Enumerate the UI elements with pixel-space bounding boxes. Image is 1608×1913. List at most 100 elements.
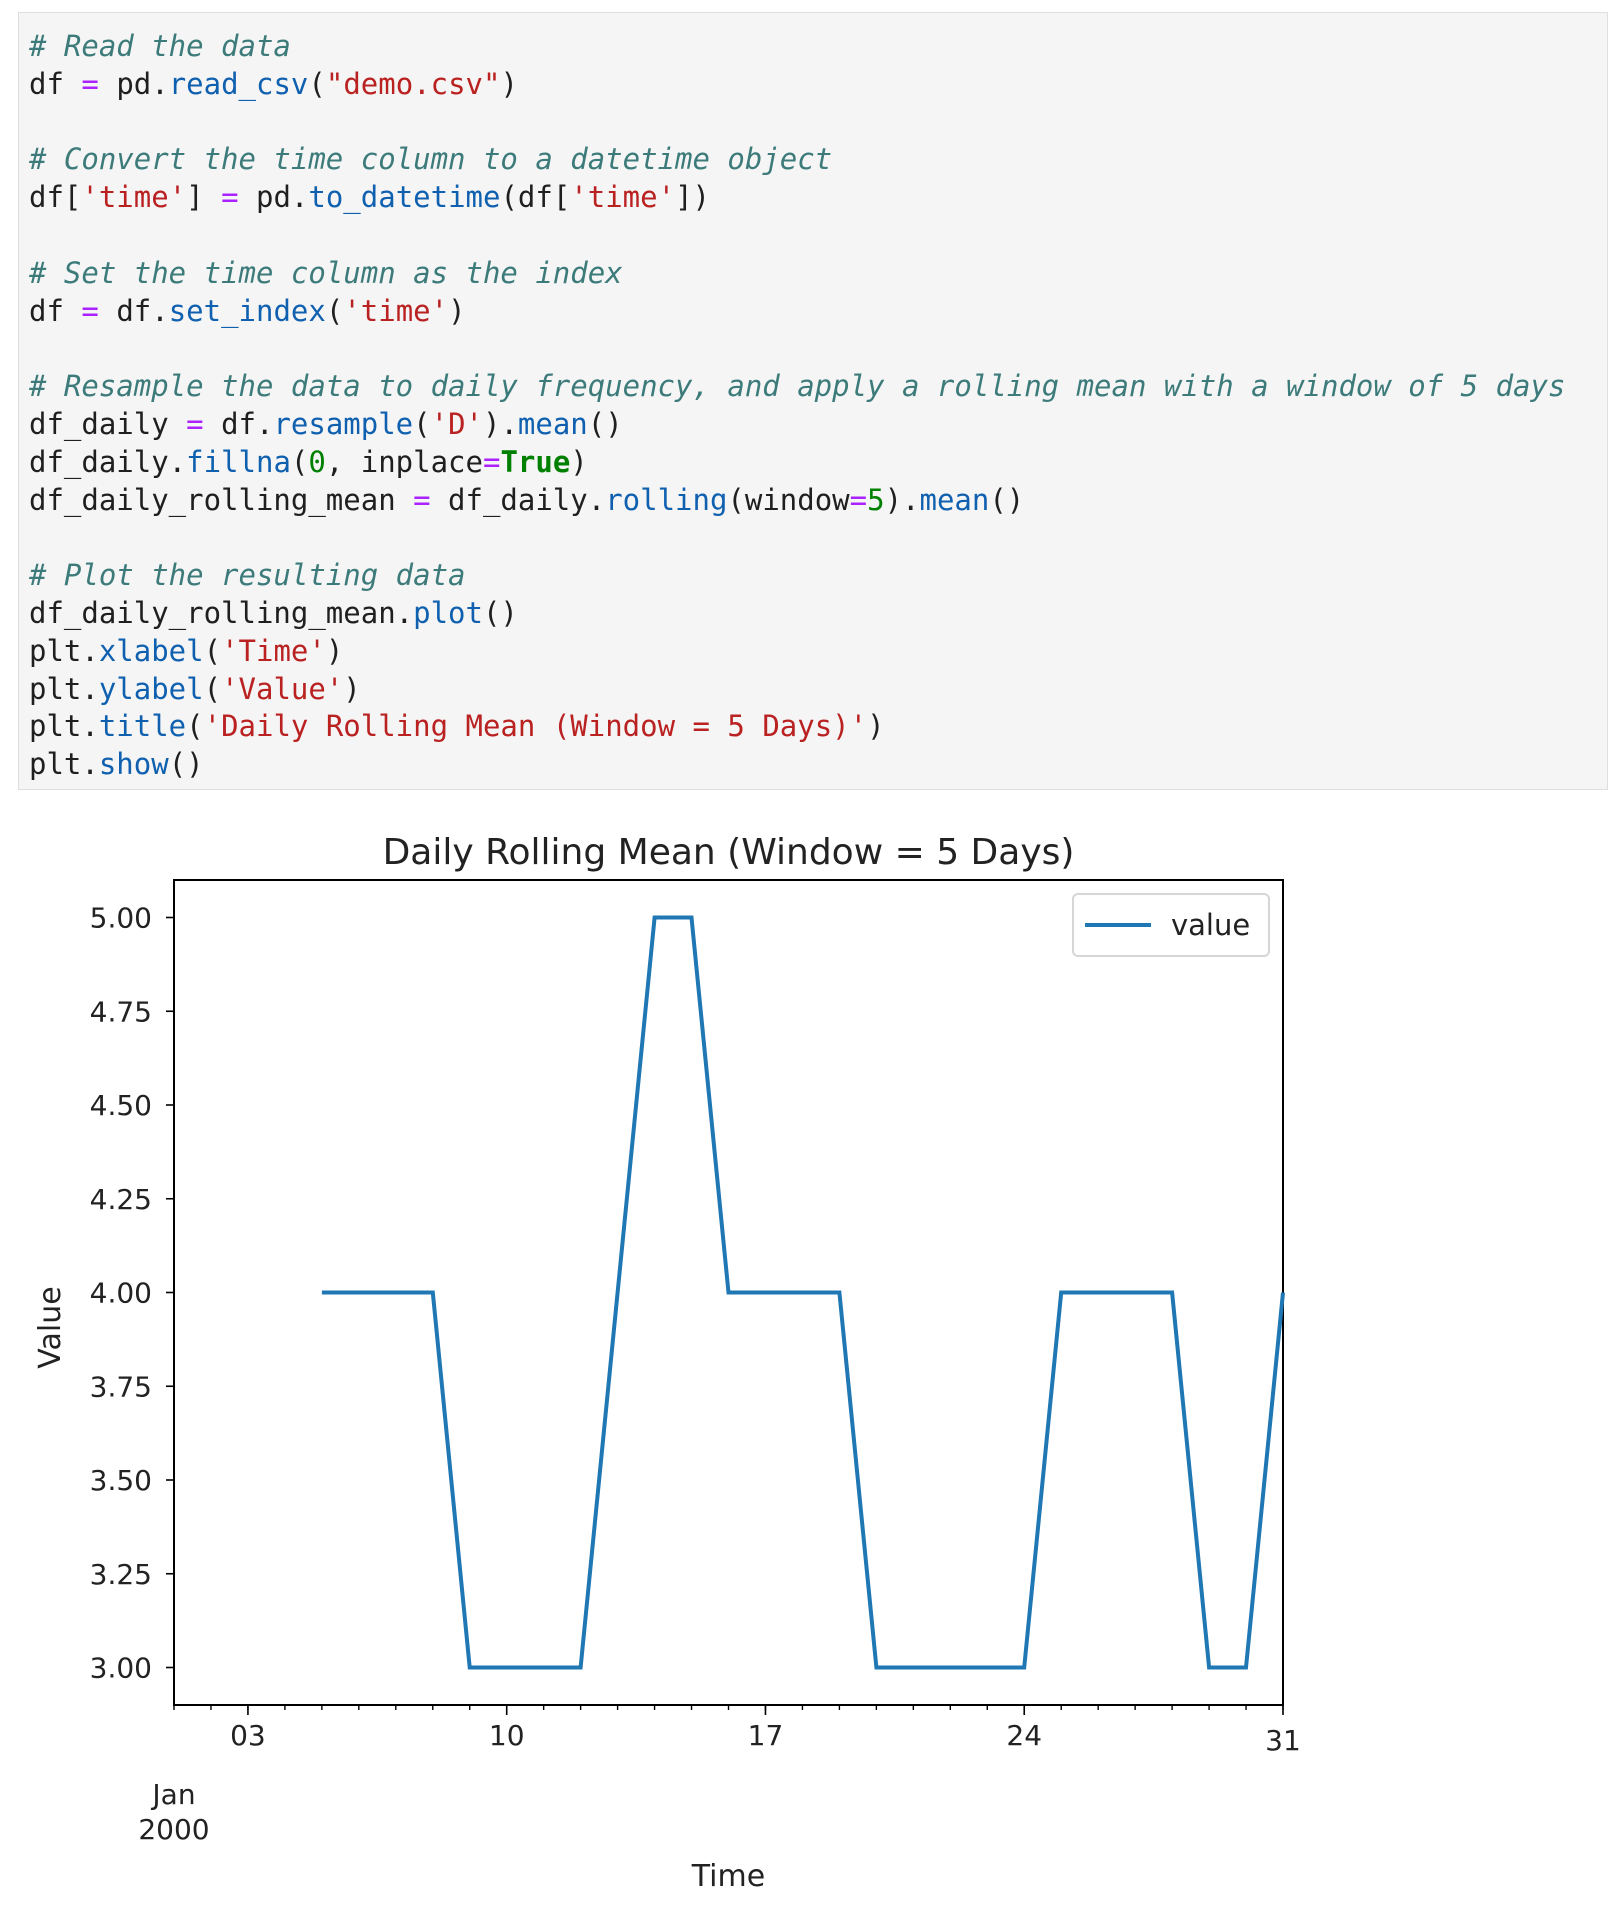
code-token: ) — [500, 66, 518, 101]
x-secondary-label: 2000 — [138, 1813, 209, 1846]
y-tick-label: 3.00 — [90, 1652, 152, 1685]
code-token: = — [849, 482, 868, 517]
y-tick-label: 3.75 — [90, 1370, 152, 1403]
legend-label: value — [1171, 908, 1250, 942]
code-token: ) — [325, 633, 344, 668]
code-token: mean — [517, 406, 588, 441]
code-token: () — [587, 406, 623, 441]
code-token: title — [98, 709, 187, 744]
x-tick-label: 10 — [489, 1719, 525, 1752]
code-token: = — [186, 406, 204, 441]
y-axis-label: Value — [33, 1286, 68, 1368]
code-token: ylabel — [98, 671, 204, 706]
code-token: xlabel — [98, 633, 204, 668]
code-line: df = pd.read_csv("demo.csv") — [29, 66, 1597, 104]
code-token: plt. — [29, 709, 99, 744]
code-line: plt.title('Daily Rolling Mean (Window = … — [29, 708, 1597, 746]
x-tick-label: 17 — [748, 1719, 784, 1752]
code-token: ( — [413, 406, 431, 441]
code-token: () — [482, 595, 518, 630]
code-token: ). — [483, 406, 518, 441]
code-token: df. — [203, 406, 274, 441]
code-token: ) — [570, 444, 588, 479]
code-line: df = df.set_index('time') — [29, 293, 1597, 331]
code-token: resample — [273, 406, 414, 441]
code-token: df[ — [29, 180, 82, 215]
code-token: 'time' — [570, 180, 676, 215]
code-token: ). — [884, 482, 920, 517]
code-token: set_index — [168, 293, 326, 328]
code-token: ( — [325, 293, 344, 328]
code-token: , inplace — [325, 444, 483, 479]
code-line — [29, 519, 1597, 557]
code-line: df_daily = df.resample('D').mean() — [29, 406, 1597, 444]
x-tick-label: 24 — [1006, 1719, 1042, 1752]
code-token: ( — [203, 633, 222, 668]
code-token: 'Value' — [221, 671, 344, 706]
code-line: plt.ylabel('Value') — [29, 671, 1597, 709]
code-token: df_daily — [29, 406, 187, 441]
code-token: = — [81, 293, 99, 328]
code-token: to_datetime — [308, 180, 501, 215]
code-token: plt. — [29, 671, 99, 706]
code-token: df. — [98, 293, 169, 328]
code-token: ( — [308, 66, 326, 101]
x-tick-label: 31 — [1265, 1724, 1301, 1757]
code-line: # Convert the time column to a datetime … — [29, 141, 1597, 179]
code-token: ]) — [675, 180, 710, 215]
y-tick-label: 4.75 — [90, 995, 152, 1028]
code-line — [29, 104, 1597, 142]
series-line — [321, 915, 1285, 1670]
x-axis-label: Time — [691, 1859, 765, 1894]
code-token: plt. — [29, 633, 99, 668]
x-tick-label: 03 — [230, 1719, 266, 1752]
code-token: df_daily. — [430, 482, 606, 517]
y-tick-label: 3.50 — [90, 1464, 152, 1497]
code-token: 'Time' — [221, 633, 326, 668]
code-token: df_daily_rolling_mean — [29, 482, 414, 517]
code-line: df_daily.fillna(0, inplace=True) — [29, 444, 1597, 482]
code-token: df — [29, 66, 82, 101]
code-token: True — [500, 444, 571, 479]
code-line: # Set the time column as the index — [29, 255, 1597, 293]
code-token: = — [81, 66, 99, 101]
code-token: plot — [413, 595, 483, 630]
code-token: = — [413, 482, 431, 517]
code-token: fillna — [186, 444, 291, 479]
code-line: plt.xlabel('Time') — [29, 633, 1597, 671]
code-token: 'D' — [430, 406, 483, 441]
code-token: "demo.csv" — [325, 66, 501, 101]
code-token: = — [482, 444, 501, 479]
code-token: ) — [867, 709, 885, 744]
code-token: ) — [448, 293, 466, 328]
code-line: df['time'] = pd.to_datetime(df['time']) — [29, 179, 1597, 217]
y-tick-label: 5.00 — [90, 902, 152, 935]
code-token: = — [221, 180, 239, 215]
chart-title: Daily Rolling Mean (Window = 5 Days) — [383, 832, 1075, 873]
code-token: 'time' — [81, 180, 187, 215]
code-line: # Plot the resulting data — [29, 557, 1597, 595]
code-line — [29, 217, 1597, 255]
legend-box — [1072, 893, 1270, 957]
code-token: df_daily. — [29, 444, 187, 479]
code-token: # Read the data — [29, 29, 291, 63]
code-token: rolling — [605, 482, 728, 517]
code-token: 'Daily Rolling Mean (Window = 5 Days)' — [203, 709, 868, 744]
code-token: show — [98, 747, 169, 782]
code-token: (window — [727, 482, 850, 517]
code-token: # Set the time column as the index — [29, 255, 623, 290]
code-token: 5 — [867, 482, 885, 517]
code-line — [29, 330, 1597, 368]
code-token: ) — [343, 671, 361, 706]
code-token: # Plot the resulting data — [29, 558, 466, 593]
y-tick-label: 3.25 — [90, 1558, 152, 1591]
code-token: df — [29, 293, 82, 328]
code-line: df_daily_rolling_mean.plot() — [29, 595, 1597, 633]
chart-output: 3.00 3.25 3.50 3.75 4.00 4.25 4.50 4.75 5.00 03 10… — [0, 790, 1608, 1913]
code-token: df_daily_rolling_mean. — [29, 595, 414, 630]
code-token: # Convert the time column to a datetime … — [29, 142, 833, 177]
line-chart: 3.00 3.25 3.50 3.75 4.00 4.25 4.50 4.75 5.00 03 10… — [33, 832, 1301, 1894]
code-cell[interactable]: # Read the data df = pd.read_csv("demo.cs… — [18, 12, 1608, 790]
code-token: # Resample the data to daily frequency, … — [29, 369, 1566, 404]
code-token: pd. — [238, 180, 309, 215]
